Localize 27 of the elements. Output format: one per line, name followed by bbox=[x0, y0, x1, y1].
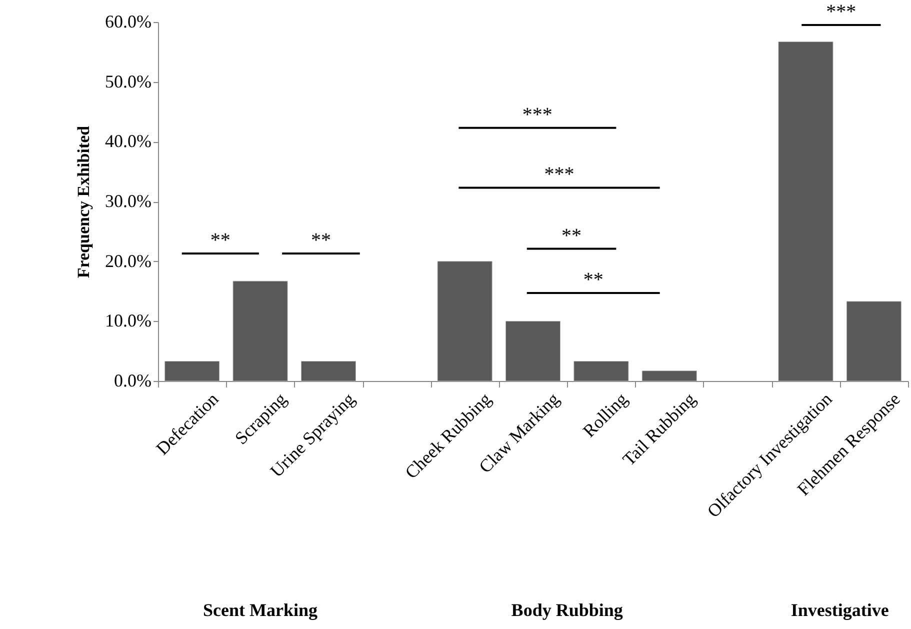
annotation: *** bbox=[522, 104, 552, 126]
annotation: ** bbox=[562, 224, 582, 247]
bar bbox=[232, 280, 288, 382]
y-tick-label: 60.0% bbox=[105, 12, 152, 32]
annotation: ** bbox=[583, 269, 604, 292]
bar bbox=[642, 370, 697, 382]
text: Scent Marking bbox=[203, 600, 318, 620]
y-tick-label: 30.0% bbox=[105, 191, 152, 211]
bar bbox=[778, 41, 834, 382]
bar bbox=[164, 361, 220, 382]
bar bbox=[846, 301, 902, 382]
y-tick-label: 10.0% bbox=[105, 310, 152, 331]
bar bbox=[574, 361, 629, 382]
annotation: ** bbox=[210, 230, 230, 252]
y-tick-label: 50.0% bbox=[105, 71, 152, 92]
text: Body Rubbing bbox=[511, 600, 623, 620]
annotation: *** bbox=[544, 164, 574, 186]
annotation: ** bbox=[310, 230, 331, 252]
bar bbox=[300, 361, 356, 382]
annotation: *** bbox=[826, 0, 856, 23]
y-tick-label: 20.0% bbox=[105, 250, 152, 271]
y-axis-title: Frequency Exhibited bbox=[74, 125, 94, 278]
bar bbox=[505, 320, 561, 382]
bar bbox=[437, 261, 492, 382]
y-tick-label: 0.0% bbox=[114, 370, 152, 390]
text: Investigative bbox=[790, 600, 889, 620]
y-tick-label: 40.0% bbox=[105, 131, 152, 152]
